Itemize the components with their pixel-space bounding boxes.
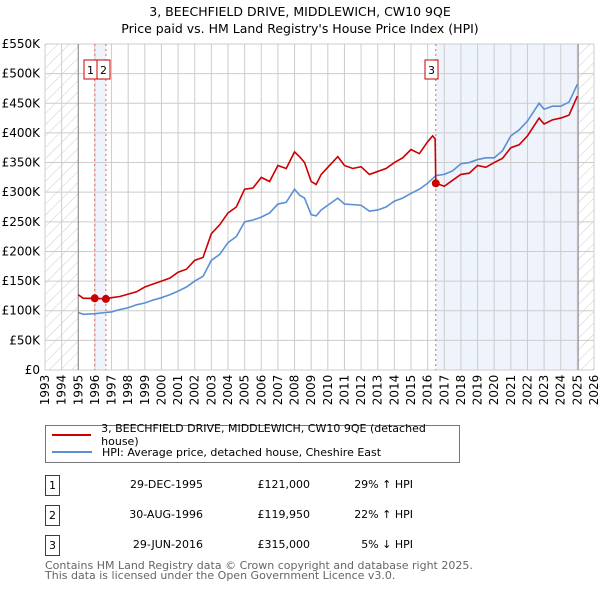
price-paid-line (77, 95, 579, 300)
x-tick-label: 2024 (554, 375, 568, 406)
x-tick-label: 2002 (188, 375, 202, 406)
x-tick-label: 1998 (121, 375, 135, 406)
sale-point (101, 294, 110, 303)
x-tick-label: 2011 (337, 375, 351, 406)
y-tick-label: £50K (9, 333, 41, 347)
x-tick-label: 2013 (371, 375, 385, 406)
legend-swatch (52, 434, 92, 436)
x-tick-label: 1994 (55, 375, 69, 406)
x-tick-label: 2014 (387, 375, 401, 406)
sale-price: £119,950 (257, 508, 311, 521)
sale-label-box (424, 59, 439, 80)
x-tick-label: 2009 (304, 375, 318, 406)
x-tick-label: 2005 (238, 375, 252, 406)
sale-marker-box: 1 (45, 475, 60, 496)
sale-marker-box: 2 (45, 505, 60, 526)
y-tick-label: £0 (25, 363, 40, 377)
x-tick-label: 1993 (38, 375, 52, 406)
y-tick-label: £500K (2, 67, 42, 81)
chart-subtitle: Price paid vs. HM Land Registry's House … (121, 21, 479, 36)
sale-date: 29-DEC-1995 (129, 478, 203, 491)
y-tick-label: £550K (2, 37, 42, 51)
sale-label: 3 (428, 64, 435, 77)
x-tick-label: 1999 (138, 375, 152, 406)
sale-point (90, 294, 99, 303)
x-tick-label: 2006 (254, 375, 268, 406)
sale-price: £121,000 (257, 478, 311, 491)
x-tick-label: 2004 (221, 375, 235, 406)
x-tick-label: 2007 (271, 375, 285, 406)
x-tick-label: 2008 (288, 375, 302, 406)
x-tick-label: 2016 (421, 375, 435, 406)
x-tick-label: 2019 (471, 375, 485, 406)
sale-label-box (96, 59, 111, 80)
x-tick-label: 2025 (570, 375, 584, 406)
sale-date: 29-JUN-2016 (132, 538, 203, 551)
legend-label: 3, BEECHFIELD DRIVE, MIDDLEWICH, CW10 9Q… (101, 422, 426, 448)
y-tick-label: £400K (2, 126, 42, 140)
y-tick-label: £150K (2, 274, 42, 288)
legend-swatch (52, 451, 92, 453)
hpi-change: 22% ↑ HPI (354, 508, 413, 521)
legend: 3, BEECHFIELD DRIVE, MIDDLEWICH, CW10 9Q… (45, 422, 460, 463)
y-tick-label: £350K (2, 156, 42, 170)
y-tick-label: £200K (2, 244, 42, 258)
hpi-line (78, 83, 579, 316)
ownership-band (94, 44, 106, 370)
x-tick-label: 2017 (437, 375, 451, 406)
ownership-band (435, 44, 579, 370)
x-tick-label: 2018 (454, 375, 468, 406)
price-chart: 1993 1994 1995 1996 1997 1998 1999 2000 2001 2002… (2, 37, 600, 406)
legend-item-hpi: HPI: Average price, detached house, Ches… (52, 444, 381, 460)
legend-label: HPI: Average price, detached house, Ches… (102, 445, 382, 459)
x-tick-label: 2020 (487, 375, 501, 406)
x-tick-label: 1996 (88, 375, 102, 406)
x-tick-label: 2010 (321, 375, 335, 406)
sale-marker-box: 3 (45, 535, 60, 556)
x-tick-label: 2003 (204, 375, 218, 406)
y-tick-label: £250K (2, 215, 42, 229)
x-tick-label: 2012 (354, 375, 368, 406)
x-tick-label: 2022 (520, 375, 534, 406)
x-tick-label: 2001 (171, 375, 185, 406)
x-tick-label: 1997 (105, 375, 119, 406)
hpi-change: 29% ↑ HPI (354, 478, 413, 491)
x-tick-label: 2015 (404, 375, 418, 406)
footer-line: This data is licensed under the Open Gov… (45, 569, 396, 582)
x-tick-label: 1995 (71, 375, 85, 406)
footer-line: Contains HM Land Registry data © Crown c… (45, 559, 473, 572)
y-tick-label: £100K (2, 304, 42, 318)
legend-item-property: 3, BEECHFIELD DRIVE, MIDDLEWICH, CW10 9Q… (52, 422, 459, 448)
y-tick-label: £450K (2, 96, 42, 110)
sale-date: 30-AUG-1996 (129, 508, 203, 521)
x-tick-label: 2026 (587, 375, 600, 406)
no-data-hatch (578, 44, 594, 370)
footer: Contains HM Land Registry data © Crown c… (45, 559, 473, 582)
y-tick-label: £300K (2, 185, 42, 199)
x-tick-label: 2023 (537, 375, 551, 406)
sale-label: 2 (100, 64, 107, 77)
sale-price: £315,000 (257, 538, 311, 551)
hpi-change: 5% ↓ HPI (361, 538, 413, 551)
sale-point (431, 179, 440, 188)
sale-label: 1 (87, 64, 94, 77)
x-tick-label: 2021 (504, 375, 518, 406)
chart-title: 3, BEECHFIELD DRIVE, MIDDLEWICH, CW10 9Q… (149, 4, 451, 19)
x-tick-label: 2000 (154, 375, 168, 406)
